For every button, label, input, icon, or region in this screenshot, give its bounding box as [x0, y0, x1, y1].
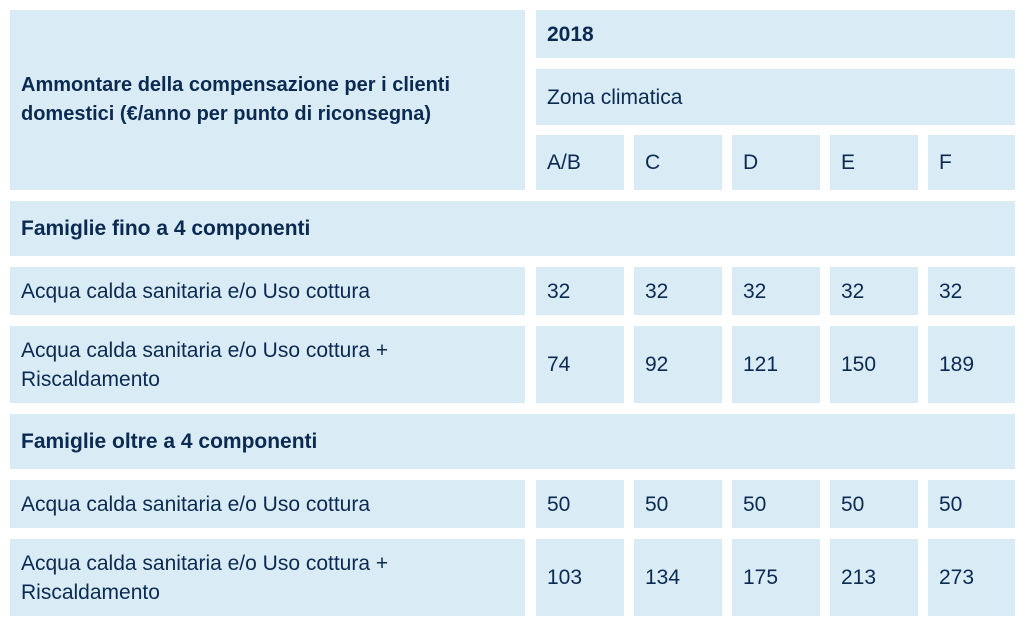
section-title: Famiglie fino a 4 componenti — [10, 201, 1015, 256]
table-cell: 32 — [830, 267, 918, 315]
table-cell: 103 — [536, 539, 624, 616]
table-cell: 50 — [928, 480, 1015, 528]
table-cell: 32 — [732, 267, 820, 315]
table-cell: 50 — [536, 480, 624, 528]
row-label: Acqua calda sanitaria e/o Uso cottura — [10, 480, 525, 528]
table-cell: 50 — [634, 480, 722, 528]
zone-header: D — [732, 135, 820, 190]
row-label: Acqua calda sanitaria e/o Uso cottura + … — [10, 326, 525, 403]
table-cell: 32 — [536, 267, 624, 315]
table-cell: 134 — [634, 539, 722, 616]
table-cell: 121 — [732, 326, 820, 403]
zone-header: A/B — [536, 135, 624, 190]
table-cell: 175 — [732, 539, 820, 616]
zone-header: E — [830, 135, 918, 190]
table-cell: 32 — [928, 267, 1015, 315]
table-cell: 273 — [928, 539, 1015, 616]
table-cell: 32 — [634, 267, 722, 315]
table-cell: 74 — [536, 326, 624, 403]
table-cell: 50 — [732, 480, 820, 528]
row-label: Acqua calda sanitaria e/o Uso cottura — [10, 267, 525, 315]
table-cell: 213 — [830, 539, 918, 616]
table-cell: 50 — [830, 480, 918, 528]
row-label: Acqua calda sanitaria e/o Uso cottura + … — [10, 539, 525, 616]
section-title: Famiglie oltre a 4 componenti — [10, 414, 1015, 469]
table-cell: 92 — [634, 326, 722, 403]
table-title: Ammontare della compensazione per i clie… — [10, 10, 525, 190]
zone-header: C — [634, 135, 722, 190]
table-cell: 189 — [928, 326, 1015, 403]
year-header: 2018 — [536, 10, 1015, 58]
zone-header: F — [928, 135, 1015, 190]
zone-label: Zona climatica — [536, 69, 1015, 125]
table-cell: 150 — [830, 326, 918, 403]
